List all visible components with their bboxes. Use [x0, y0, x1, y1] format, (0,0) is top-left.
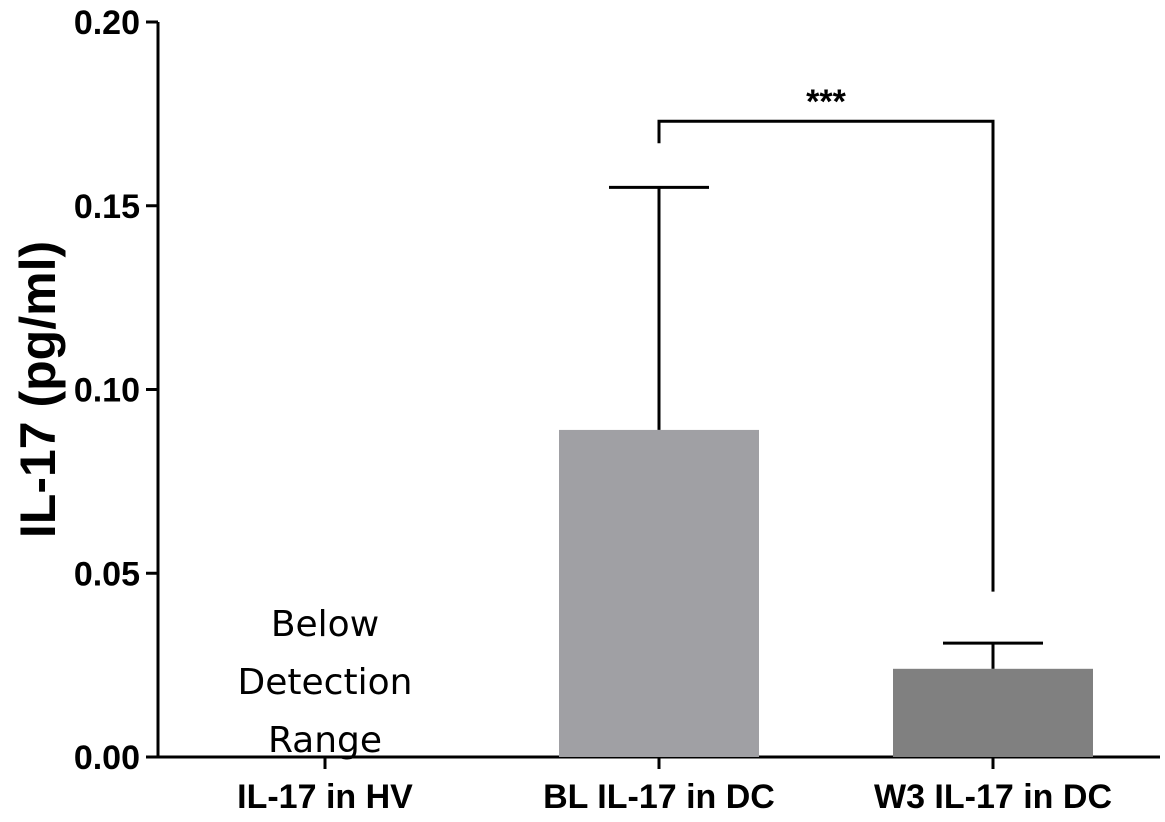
x-axis: IL-17 in HV BL IL-17 in DC W3 IL-17 in DC — [156, 755, 1160, 816]
y-axis-title: IL-17 (pg/ml) — [10, 241, 66, 538]
significance-bracket — [657, 119, 995, 592]
y-axis: 0.00 0.05 0.10 0.15 0.20 — [74, 4, 160, 777]
bars — [559, 429, 1093, 757]
x-tick-label: IL-17 in HV — [237, 778, 413, 816]
below-detection-label: Below — [271, 604, 379, 645]
bar — [893, 668, 1093, 757]
below-detection-label: Range — [268, 720, 382, 761]
y-tick-label: 0.10 — [74, 372, 140, 410]
error-bars — [609, 185, 1043, 669]
bar — [559, 429, 759, 757]
y-tick-label: 0.00 — [74, 739, 140, 777]
significance-label: *** — [806, 83, 846, 121]
x-tick-label: W3 IL-17 in DC — [874, 778, 1112, 816]
y-tick-label: 0.20 — [74, 4, 140, 42]
x-tick-label: BL IL-17 in DC — [543, 778, 775, 816]
y-tick-label: 0.05 — [74, 555, 140, 593]
y-tick-label: 0.15 — [74, 188, 140, 226]
below-detection-label: Detection — [238, 662, 413, 703]
annotations: Below Detection Range *** — [238, 83, 995, 761]
